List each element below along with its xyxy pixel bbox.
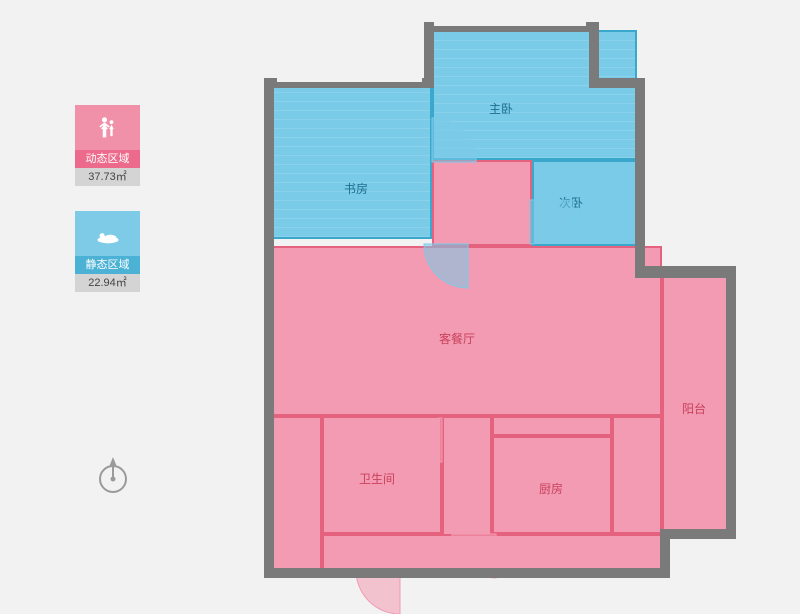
door-swing-4 [452,490,540,578]
legend-static-value: 22.94㎡ [75,274,140,292]
wall-2 [589,22,599,82]
room-label-balcony: 阳台 [682,400,706,417]
room-kitchen-top-gap [492,416,612,436]
wall-7 [635,266,736,278]
wall-9 [666,529,736,539]
room-label-bathroom: 卫生间 [359,470,395,487]
wall-6 [635,78,645,274]
wall-11 [264,568,670,578]
legend-dynamic-value: 37.73㎡ [75,168,140,186]
room-right-gap [612,416,662,534]
people-icon [75,105,140,150]
door-swing-2 [486,156,574,244]
door-swing-0 [388,118,476,206]
wall-8 [726,266,736,539]
wall-1 [424,22,434,82]
wall-4 [264,78,274,568]
room-label-master-bedroom: 主卧 [489,100,513,117]
room-living-left-strip [272,416,322,570]
room-label-study: 书房 [344,180,368,197]
room-label-kitchen: 厨房 [539,480,563,497]
sleep-icon [75,211,140,256]
legend-dynamic: 动态区域 37.73㎡ [75,105,140,186]
room-label-living-dining: 客餐厅 [439,330,475,347]
legend-static-label: 静态区域 [75,256,140,274]
legend: 动态区域 37.73㎡ 静态区域 22.94㎡ [75,105,140,317]
legend-static: 静态区域 22.94㎡ [75,211,140,292]
compass-icon [95,455,131,500]
window-1 [434,22,586,26]
floorplan: 主卧书房次卧客餐厅卫生间厨房阳台 [264,22,736,578]
legend-dynamic-label: 动态区域 [75,150,140,168]
window-0 [277,78,422,82]
